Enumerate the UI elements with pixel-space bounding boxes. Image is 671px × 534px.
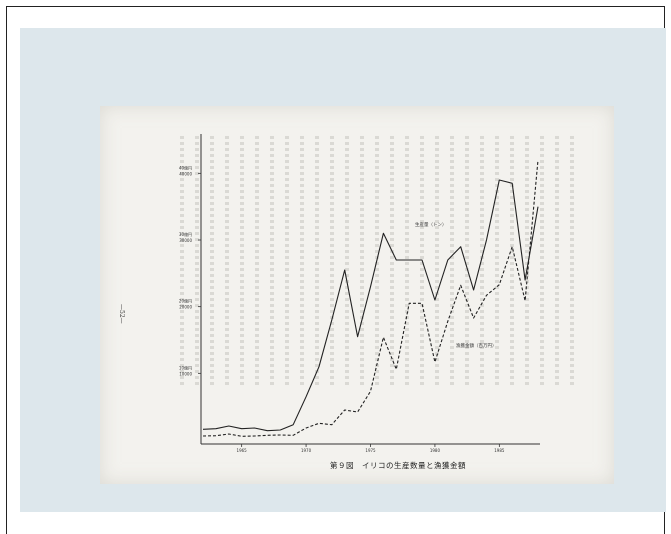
- bleed-through-text: [495, 136, 499, 386]
- y-tick-label-bottom: 10000: [179, 371, 192, 376]
- bleed-through-text: [270, 136, 274, 386]
- y-tick-label-top: 40億円: [179, 164, 192, 170]
- bleed-through-text: [225, 136, 229, 386]
- chart-axes: [200, 134, 540, 445]
- y-tick-label-bottom: 30000: [179, 238, 192, 243]
- scanned-page: [100, 106, 614, 484]
- x-tick-label: 1975: [365, 448, 376, 453]
- bleed-through-text: [390, 136, 394, 386]
- bleed-through-text: [255, 136, 259, 386]
- x-tick-label: 1965: [237, 448, 248, 453]
- bleed-through-text: [405, 136, 409, 386]
- page-number: —52—: [118, 304, 125, 324]
- y-tick-label-bottom: 40000: [179, 171, 192, 176]
- bleed-through-text: [525, 136, 529, 386]
- series-lines: [202, 159, 539, 437]
- bleed-through-text: [180, 136, 184, 386]
- series-label-value: 漁獲金額（百万円）: [456, 342, 497, 349]
- series-label-production: 生産量（トン）: [415, 221, 447, 228]
- y-tick-label-top: 10億円: [179, 364, 192, 370]
- bleed-through-text: [240, 136, 244, 386]
- bleed-through-text: [330, 136, 334, 386]
- bleed-through-text: [480, 136, 484, 386]
- bleed-through-text: [315, 136, 319, 386]
- series-line-production: [202, 179, 539, 432]
- bleed-through-text: [540, 136, 544, 386]
- bleed-through-text: [360, 136, 364, 386]
- x-tick-label: 1985: [494, 448, 505, 453]
- x-tick-label: 1970: [301, 448, 312, 453]
- x-ticks: 1965 1970 1975 1980 1985: [237, 444, 505, 453]
- bleed-through-text: [285, 136, 289, 386]
- bleed-through-text: [555, 136, 559, 386]
- y-tick-label-bottom: 20000: [179, 305, 192, 310]
- series-line-value: [202, 159, 539, 437]
- bleed-through-text: [465, 136, 469, 386]
- bleed-through-text: [570, 136, 574, 386]
- bleed-through-text: [345, 136, 349, 386]
- bleed-through-text: [435, 136, 439, 386]
- y-tick-label-top: 30億円: [179, 231, 192, 237]
- y-tick-label-top: 20億円: [179, 298, 192, 304]
- bleed-through-text: [210, 136, 214, 386]
- bleed-through-text: [195, 136, 199, 386]
- bleed-through-text: [510, 136, 514, 386]
- bleed-through-text: [450, 136, 454, 386]
- x-tick-label: 1980: [430, 448, 441, 453]
- bleed-through-text: [300, 136, 304, 386]
- chart-title: 第９図 イリコの生産数量と漁獲金額: [330, 460, 466, 470]
